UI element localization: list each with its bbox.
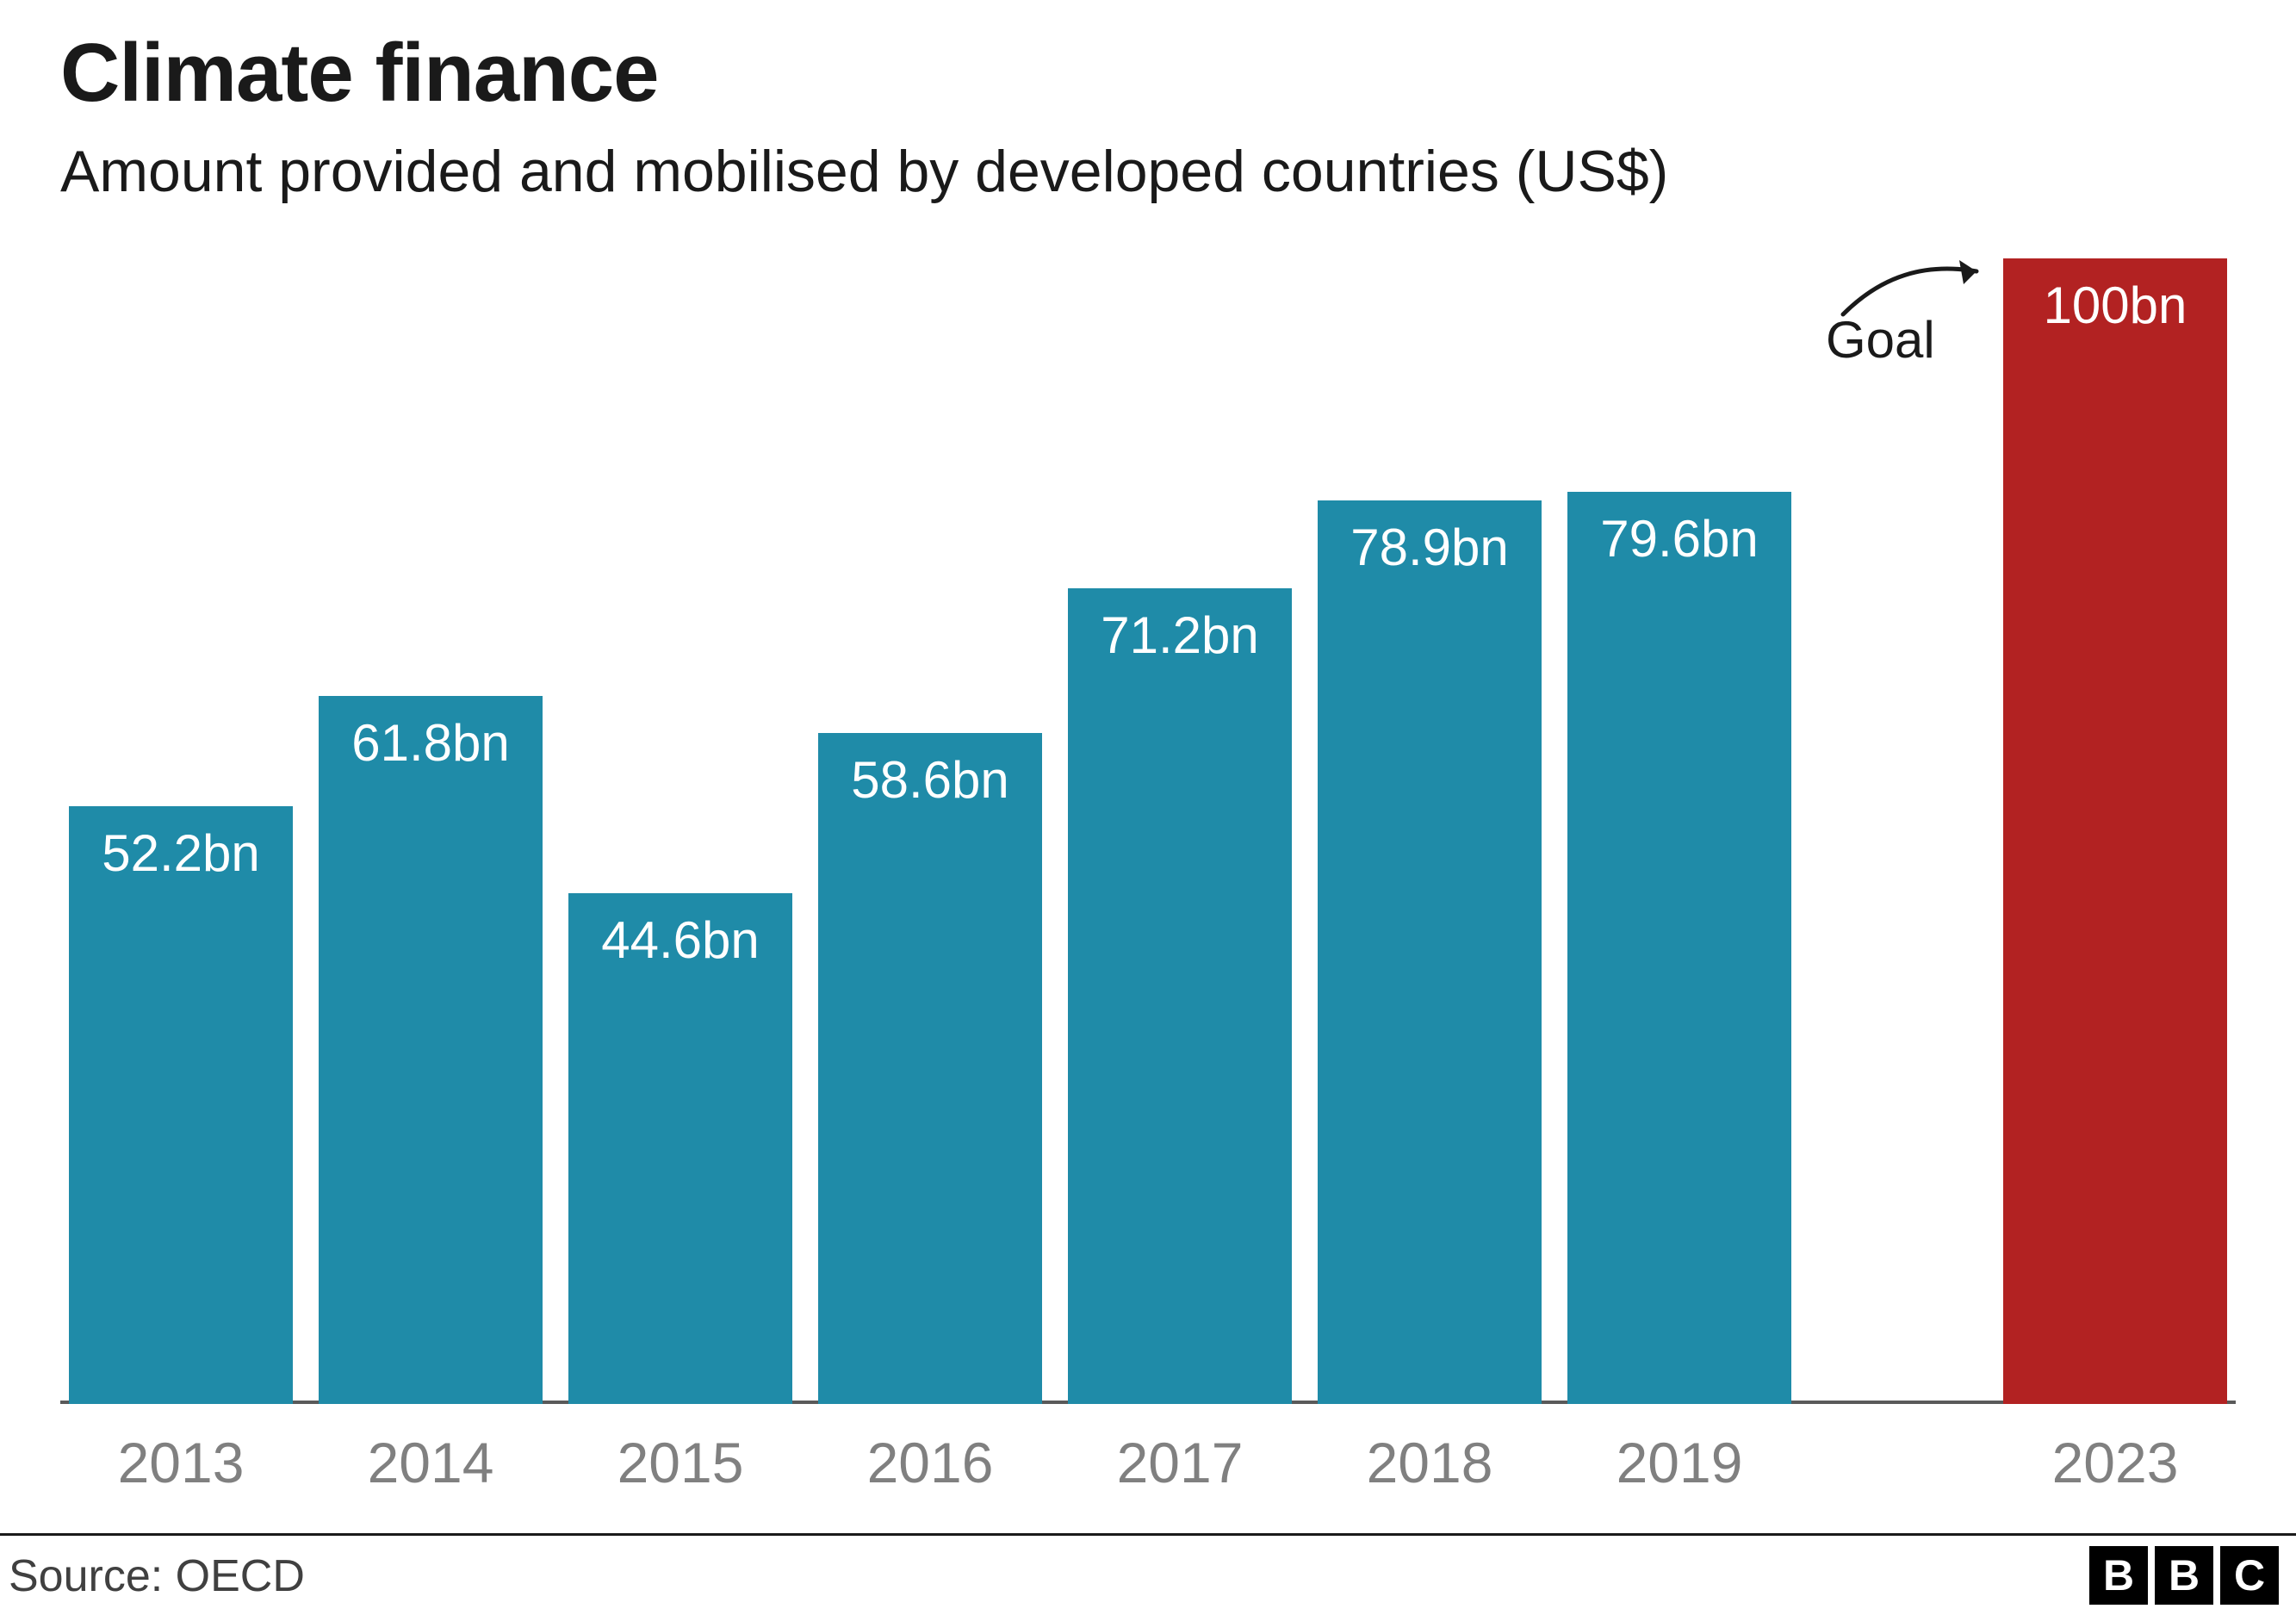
source-text: Source: OECD bbox=[9, 1550, 305, 1602]
x-tick-label: 2016 bbox=[818, 1430, 1042, 1495]
bar-2015: 44.6bn bbox=[568, 893, 792, 1404]
bar-2023: 100bn bbox=[2003, 258, 2227, 1404]
bar-value-label: 100bn bbox=[2003, 276, 2227, 335]
bbc-logo-block: B bbox=[2155, 1546, 2213, 1605]
x-tick-label: 2015 bbox=[568, 1430, 792, 1495]
chart-root: Climate finance Amount provided and mobi… bbox=[0, 0, 2296, 1615]
bar-2014: 61.8bn bbox=[319, 696, 543, 1404]
bar-2017: 71.2bn bbox=[1068, 588, 1292, 1404]
chart-title: Climate finance bbox=[60, 26, 659, 121]
bar-value-label: 78.9bn bbox=[1318, 518, 1542, 577]
goal-annotation-arrow-icon bbox=[1830, 250, 2002, 319]
bar-value-label: 61.8bn bbox=[319, 713, 543, 773]
x-tick-label: 2014 bbox=[319, 1430, 543, 1495]
bar-2016: 58.6bn bbox=[818, 733, 1042, 1404]
bbc-logo: BBC bbox=[2089, 1546, 2279, 1605]
goal-annotation-label: Goal bbox=[1826, 310, 1935, 370]
bar-value-label: 44.6bn bbox=[568, 910, 792, 970]
bbc-logo-block: B bbox=[2089, 1546, 2148, 1605]
bar-2013: 52.2bn bbox=[69, 806, 293, 1404]
bar-value-label: 79.6bn bbox=[1567, 509, 1791, 568]
x-tick-label: 2018 bbox=[1318, 1430, 1542, 1495]
x-tick-label: 2017 bbox=[1068, 1430, 1292, 1495]
bar-2018: 78.9bn bbox=[1318, 500, 1542, 1404]
x-tick-label: 2019 bbox=[1567, 1430, 1791, 1495]
footer-rule bbox=[0, 1533, 2296, 1536]
plot-area: Goal 52.2bn201361.8bn201444.6bn201558.6b… bbox=[60, 258, 2236, 1404]
bar-value-label: 58.6bn bbox=[818, 750, 1042, 810]
x-tick-label: 2023 bbox=[2003, 1430, 2227, 1495]
bbc-logo-block: C bbox=[2220, 1546, 2279, 1605]
x-tick-label: 2013 bbox=[69, 1430, 293, 1495]
chart-subtitle: Amount provided and mobilised by develop… bbox=[60, 138, 1668, 205]
bar-value-label: 71.2bn bbox=[1068, 606, 1292, 665]
bar-value-label: 52.2bn bbox=[69, 823, 293, 883]
bar-2019: 79.6bn bbox=[1567, 492, 1791, 1404]
